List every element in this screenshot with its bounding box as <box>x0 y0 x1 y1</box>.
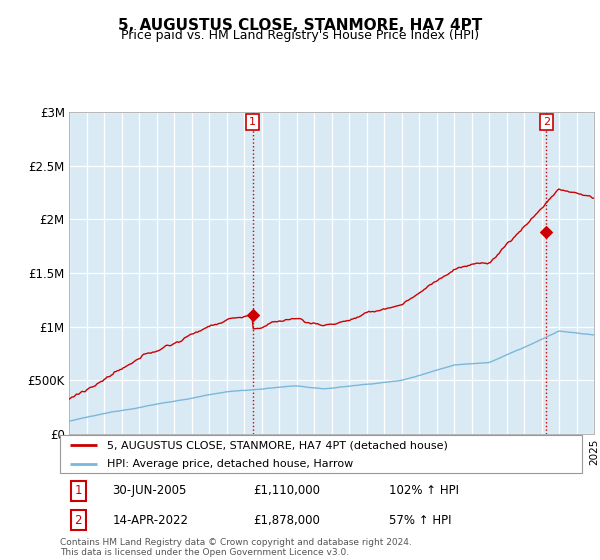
Point <box>542 228 551 237</box>
Point <box>248 310 257 319</box>
Text: 30-JUN-2005: 30-JUN-2005 <box>112 484 187 497</box>
Text: 2: 2 <box>543 117 550 127</box>
Text: HPI: Average price, detached house, Harrow: HPI: Average price, detached house, Harr… <box>107 459 353 469</box>
Text: 1: 1 <box>249 117 256 127</box>
Text: £1,878,000: £1,878,000 <box>253 514 320 527</box>
Text: 5, AUGUSTUS CLOSE, STANMORE, HA7 4PT (detached house): 5, AUGUSTUS CLOSE, STANMORE, HA7 4PT (de… <box>107 440 448 450</box>
Text: 57% ↑ HPI: 57% ↑ HPI <box>389 514 451 527</box>
Text: Contains HM Land Registry data © Crown copyright and database right 2024.
This d: Contains HM Land Registry data © Crown c… <box>60 538 412 557</box>
Text: 14-APR-2022: 14-APR-2022 <box>112 514 188 527</box>
Text: £1,110,000: £1,110,000 <box>253 484 320 497</box>
Text: 102% ↑ HPI: 102% ↑ HPI <box>389 484 459 497</box>
Text: 1: 1 <box>74 484 82 497</box>
FancyBboxPatch shape <box>60 435 582 473</box>
Text: 2: 2 <box>74 514 82 527</box>
Text: Price paid vs. HM Land Registry's House Price Index (HPI): Price paid vs. HM Land Registry's House … <box>121 29 479 42</box>
Text: 5, AUGUSTUS CLOSE, STANMORE, HA7 4PT: 5, AUGUSTUS CLOSE, STANMORE, HA7 4PT <box>118 18 482 33</box>
